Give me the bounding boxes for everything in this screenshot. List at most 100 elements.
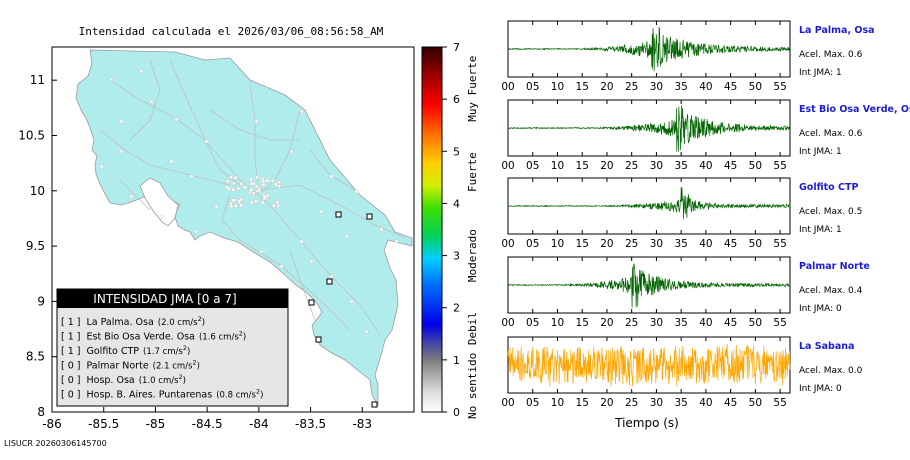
city-dot [277, 184, 281, 188]
time-tick-label: 35 [674, 317, 687, 329]
time-tick-label: 20 [600, 81, 613, 93]
time-tick-label: 10 [551, 317, 564, 329]
city-dot [109, 77, 114, 82]
city-dot [254, 119, 259, 124]
city-dot [250, 181, 255, 186]
time-tick-label: 00 [501, 317, 514, 329]
legend-item-jma: [ 1 ] [61, 317, 81, 328]
city-dot [234, 204, 238, 208]
legend-item-name: Golfito CTP [87, 346, 140, 357]
city-dot [261, 183, 266, 187]
legend-item: [ 0 ] Hosp. Osa (1.0 cm/s2) [61, 373, 186, 386]
station-name: La Sabana [799, 341, 854, 352]
costa-rica-landmass [75, 49, 413, 407]
station-marker [371, 401, 378, 408]
time-tick-label: 15 [576, 81, 589, 93]
seismogram-trace [507, 263, 791, 308]
intensity-colorbar: 0 1 2 3 4 5 6 7 No sentido Debil Moderado Fuerte Mu… [421, 41, 479, 419]
legend-item-exponent: 2 [179, 373, 183, 381]
time-tick-label: 40 [699, 317, 712, 329]
city-dot [394, 239, 399, 244]
time-tick-label: 55 [773, 81, 786, 93]
time-tick-label: 05 [526, 397, 539, 409]
time-tick-label: 05 [526, 81, 539, 93]
station-markers [308, 211, 378, 408]
city-markers [99, 69, 399, 334]
legend-item-jma: [ 0 ] [61, 390, 81, 401]
seismogram-panels: 00 05 10 15 20 25 30 35 40 45 50 55 La Palma, Osa Ace… [501, 20, 910, 409]
time-tick-label: 00 [501, 160, 514, 172]
time-tick-label: 50 [749, 397, 762, 409]
seismogram-panel: 00 05 10 15 20 25 30 35 40 45 50 55 Est Bio Osa Verd… [501, 99, 910, 172]
city-dot [379, 227, 384, 232]
seismogram-panel: 00 05 10 15 20 25 30 35 40 45 50 55 Golfito CTP Acel.… [501, 177, 862, 250]
legend-item-value: (0.8 cm/s [216, 391, 256, 401]
time-tick-label: 50 [749, 238, 762, 250]
city-dot [249, 177, 254, 181]
map-x-tick-label: -83.5 [295, 417, 326, 431]
colorbar-categories: No sentido Debil Moderado Fuerte Muy Fuerte [466, 56, 479, 419]
map-y-tick-label: 9 [37, 294, 45, 308]
city-dot [99, 164, 104, 169]
city-dot [237, 199, 241, 204]
time-tick-label: 05 [526, 317, 539, 329]
city-dot [231, 188, 235, 192]
city-dot [259, 249, 264, 254]
city-dot [242, 185, 247, 189]
city-dot [239, 203, 243, 207]
time-tick-label: 20 [600, 317, 613, 329]
time-tick-label: 05 [526, 238, 539, 250]
seismogram-trace [507, 27, 791, 72]
legend-item-name: Hosp. B. Aires. Puntarenas [87, 390, 213, 401]
station-jma-intensity: Int JMA: 0 [799, 304, 842, 314]
legend-item: [ 1 ] La Palma. Osa (2.0 cm/s2) [61, 315, 205, 328]
colorbar-category-label: Muy Fuerte [466, 56, 479, 122]
colorbar-category-label: Moderado [466, 229, 479, 282]
map-y-tick-label: 8.5 [26, 350, 45, 364]
city-dot [274, 182, 278, 187]
time-tick-label: 45 [724, 317, 737, 329]
station-marker [366, 213, 373, 220]
city-dot [279, 264, 284, 269]
station-marker [335, 211, 342, 218]
time-tick-label: 40 [699, 238, 712, 250]
seismogram-panel: 00 05 10 15 20 25 30 35 40 45 50 55 La Palma, Osa Ace… [501, 20, 875, 93]
intensity-legend: INTENSIDAD JMA [0 a 7] [ 1 ] La Palma. Os… [56, 288, 289, 407]
city-dot [194, 229, 199, 234]
time-tick-label: 15 [576, 397, 589, 409]
time-tick-label: 45 [724, 238, 737, 250]
city-dot [261, 200, 265, 205]
legend-item-jma: [ 0 ] [61, 361, 81, 372]
city-dot [275, 200, 280, 205]
city-dot [139, 69, 144, 74]
city-dot [254, 199, 258, 204]
station-marker [326, 278, 333, 285]
legend-item-jma: [ 0 ] [61, 375, 81, 386]
station-name: La Palma, Osa [799, 25, 875, 36]
colorbar-gradient [421, 46, 443, 413]
map-panel: -86 -85.5 -85 -84.5 -84 -83.5 -83 11 10.5 10 9.5 9 8… [18, 46, 415, 431]
city-dot [271, 179, 275, 183]
city-dot [204, 139, 209, 144]
colorbar-category-label: Debil [466, 312, 479, 345]
time-tick-label: 15 [576, 238, 589, 250]
legend-item-paren: ) [260, 391, 263, 401]
map-x-tick-label: -85.5 [88, 417, 119, 431]
map-y-tick-label: 9.5 [26, 239, 45, 253]
seismogram-trace [507, 105, 791, 152]
legend-title: INTENSIDAD JMA [0 a 7] [93, 292, 236, 306]
city-dot [189, 174, 194, 179]
city-dot [249, 200, 254, 205]
city-dot [229, 204, 234, 208]
city-dot [225, 185, 229, 190]
time-tick-label: 20 [600, 238, 613, 250]
legend-item-value: (1.6 cm/s [199, 333, 239, 343]
map-title: Intensidad calculada el 2026/03/06_08:56… [79, 25, 384, 38]
footer-id: LISUCR 20260306145700 [4, 439, 107, 448]
legend-item-paren: ) [202, 318, 205, 328]
city-dot [232, 181, 236, 185]
station-jma-intensity: Int JMA: 1 [799, 147, 842, 157]
city-dot [349, 299, 354, 304]
legend-item-paren: ) [183, 376, 186, 386]
